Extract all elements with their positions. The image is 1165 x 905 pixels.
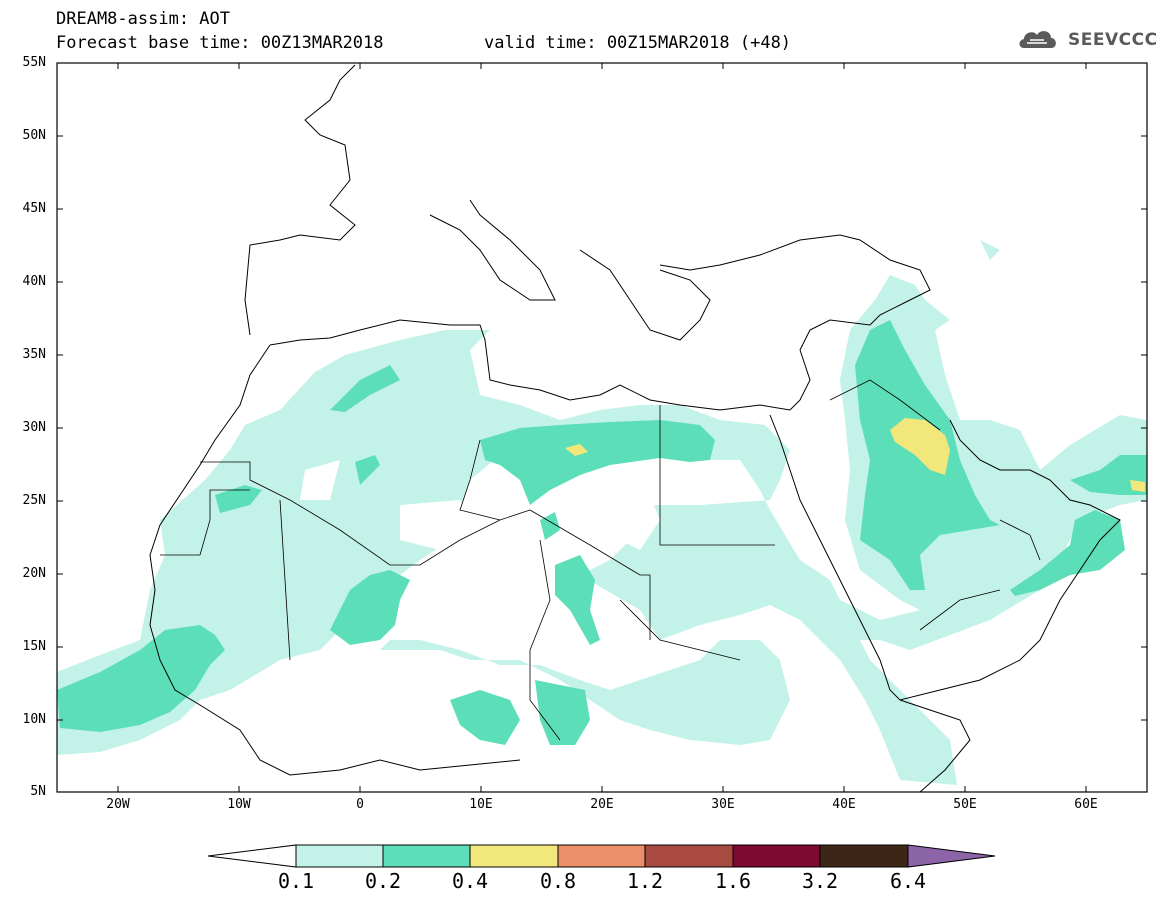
logo-text: SEEVCCC <box>1068 30 1158 50</box>
colorbar-label: 0.8 <box>539 869 577 893</box>
lon-label: 10E <box>469 797 493 812</box>
coastlines <box>149 64 1121 792</box>
lat-label: 45N <box>22 201 46 216</box>
lon-label: 20E <box>590 797 614 812</box>
valid-time: valid time: 00Z15MAR2018 (+48) <box>484 33 792 53</box>
lat-label: 20N <box>22 566 46 581</box>
lon-label: 30E <box>711 797 735 812</box>
colorbar-label: 0.2 <box>364 869 402 893</box>
colorbar-label: 0.1 <box>277 869 315 893</box>
cloud-logo-icon <box>1019 31 1056 48</box>
lat-label: 5N <box>30 784 46 799</box>
lat-label: 15N <box>22 639 46 654</box>
lat-label: 55N <box>22 55 46 70</box>
colorbar-label: 0.4 <box>451 869 489 893</box>
lon-label: 50E <box>953 797 977 812</box>
lat-label: 40N <box>22 274 46 289</box>
axis-ticks <box>57 62 1147 793</box>
lon-label: 20W <box>106 797 130 812</box>
lon-label: 40E <box>832 797 856 812</box>
lat-label: 50N <box>22 128 46 143</box>
colorbar-label: 1.2 <box>626 869 664 893</box>
lat-label: 35N <box>22 347 46 362</box>
lon-label: 60E <box>1074 797 1098 812</box>
lon-label: 10W <box>227 797 251 812</box>
forecast-base-time: Forecast base time: 00Z13MAR2018 <box>56 33 384 53</box>
lat-label: 30N <box>22 420 46 435</box>
country-borders <box>160 379 1041 741</box>
lat-label: 10N <box>22 712 46 727</box>
chart-title: DREAM8-assim: AOT <box>56 9 230 29</box>
colorbar-label: 3.2 <box>801 869 839 893</box>
lon-label: 0 <box>356 797 364 812</box>
aot-field-high <box>565 418 1145 492</box>
lat-label: 25N <box>22 493 46 508</box>
colorbar-label: 1.6 <box>714 869 752 893</box>
colorbar-label: 6.4 <box>889 869 927 893</box>
